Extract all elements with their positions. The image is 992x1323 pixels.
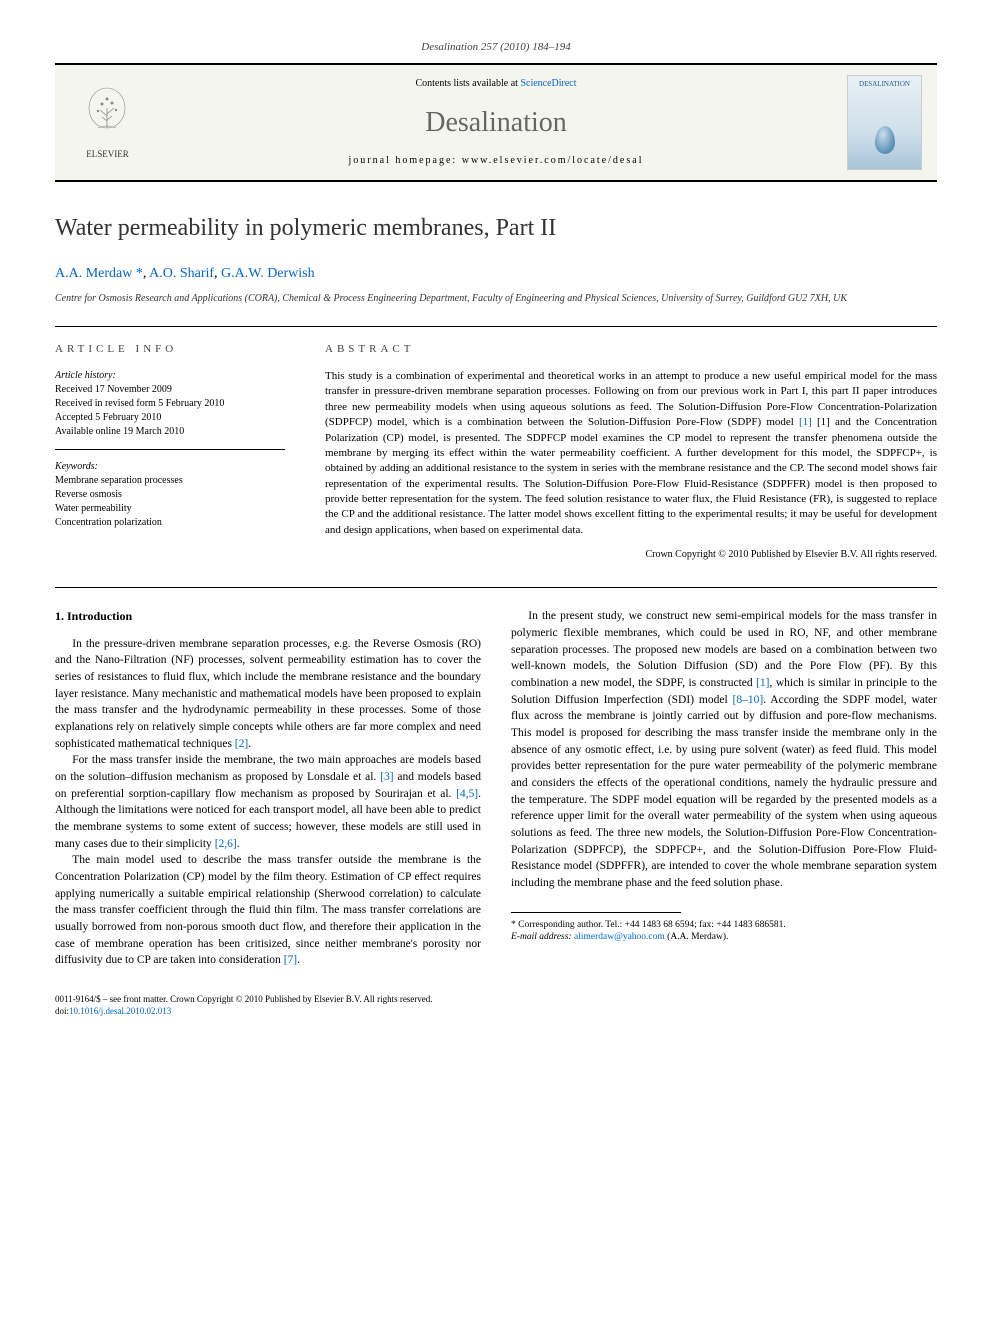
journal-banner: ELSEVIER Contents lists available at Sci… <box>55 63 937 182</box>
journal-name: Desalination <box>160 103 832 142</box>
journal-homepage: journal homepage: www.elsevier.com/locat… <box>160 154 832 168</box>
history-label: Article history: <box>55 369 285 383</box>
cover-label: DESALINATION <box>859 80 910 88</box>
email-name: (A.A. Merdaw). <box>665 932 729 942</box>
abstract-text: This study is a combination of experimen… <box>325 369 937 538</box>
citation-link[interactable]: [2] <box>235 738 248 750</box>
abstract-copyright: Crown Copyright © 2010 Published by Else… <box>325 548 937 562</box>
body-columns: 1. Introduction In the pressure-driven m… <box>55 608 937 969</box>
publisher-name: ELSEVIER <box>86 148 129 161</box>
section-heading: 1. Introduction <box>55 608 481 625</box>
email-label: E-mail address: <box>511 932 574 942</box>
corresponding-marker[interactable]: * <box>136 266 143 281</box>
elsevier-tree-icon <box>80 86 135 146</box>
citation-link[interactable]: [8–10] <box>733 694 764 706</box>
body-text: . According the SDPF model, water flux a… <box>511 694 937 889</box>
citation-link[interactable]: [1] <box>756 677 769 689</box>
author-link[interactable]: G.A.W. Derwish <box>221 266 315 281</box>
citation-link[interactable]: [3] <box>380 771 393 783</box>
history-block: Article history: Received 17 November 20… <box>55 369 285 450</box>
footer-copyright: 0011-9164/$ – see front matter. Crown Co… <box>55 994 937 1006</box>
keywords-label: Keywords: <box>55 460 285 474</box>
banner-center: Contents lists available at ScienceDirec… <box>160 77 832 168</box>
meta-row: ARTICLE INFO Article history: Received 1… <box>55 326 937 563</box>
body-text: . <box>248 738 251 750</box>
footnote-divider <box>511 912 681 913</box>
citation-line: Desalination 257 (2010) 184–194 <box>55 40 937 55</box>
homepage-label: journal homepage: <box>349 155 462 166</box>
corresponding-footnote: * Corresponding author. Tel.: +44 1483 6… <box>511 919 937 931</box>
body-paragraph: For the mass transfer inside the membran… <box>55 752 481 852</box>
email-footnote: E-mail address: alimerdaw@yahoo.com (A.A… <box>511 931 937 943</box>
history-item: Received in revised form 5 February 2010 <box>55 397 285 411</box>
body-paragraph: In the pressure-driven membrane separati… <box>55 636 481 753</box>
body-text: . <box>237 838 240 850</box>
page-footer: 0011-9164/$ – see front matter. Crown Co… <box>55 994 937 1017</box>
citation-link[interactable]: [4,5] <box>456 788 478 800</box>
keyword: Water permeability <box>55 502 285 516</box>
sciencedirect-link[interactable]: ScienceDirect <box>520 78 576 89</box>
contents-line: Contents lists available at ScienceDirec… <box>160 77 832 91</box>
doi-link[interactable]: 10.1016/j.desal.2010.02.013 <box>69 1006 171 1016</box>
keyword: Reverse osmosis <box>55 488 285 502</box>
section-divider <box>55 587 937 588</box>
author-link[interactable]: A.O. Sharif <box>149 266 214 281</box>
body-paragraph: In the present study, we construct new s… <box>511 608 937 891</box>
abstract-heading: ABSTRACT <box>325 342 937 357</box>
affiliation: Centre for Osmosis Research and Applicat… <box>55 292 937 306</box>
article-title: Water permeability in polymeric membrane… <box>55 212 937 246</box>
article-info-block: ARTICLE INFO Article history: Received 1… <box>55 342 285 563</box>
citation-link[interactable]: [7] <box>284 954 297 966</box>
body-text: The main model used to describe the mass… <box>55 854 481 966</box>
homepage-url: www.elsevier.com/locate/desal <box>462 155 644 166</box>
history-item: Accepted 5 February 2010 <box>55 411 285 425</box>
doi-label: doi: <box>55 1006 69 1016</box>
email-link[interactable]: alimerdaw@yahoo.com <box>574 932 665 942</box>
citation-link[interactable]: [1] <box>799 416 812 428</box>
body-text: . <box>297 954 300 966</box>
article-info-heading: ARTICLE INFO <box>55 342 285 357</box>
contents-prefix: Contents lists available at <box>415 78 520 89</box>
history-item: Available online 19 March 2010 <box>55 425 285 439</box>
citation-link[interactable]: [2,6] <box>215 838 237 850</box>
abstract-block: ABSTRACT This study is a combination of … <box>325 342 937 563</box>
keyword: Concentration polarization <box>55 516 285 530</box>
keyword: Membrane separation processes <box>55 474 285 488</box>
history-item: Received 17 November 2009 <box>55 383 285 397</box>
body-text: In the pressure-driven membrane separati… <box>55 638 481 750</box>
journal-cover-thumb: DESALINATION <box>847 75 922 170</box>
author-link[interactable]: A.A. Merdaw <box>55 266 132 281</box>
authors-line: A.A. Merdaw *, A.O. Sharif, G.A.W. Derwi… <box>55 264 937 284</box>
publisher-logo: ELSEVIER <box>70 80 145 165</box>
body-paragraph: The main model used to describe the mass… <box>55 852 481 969</box>
